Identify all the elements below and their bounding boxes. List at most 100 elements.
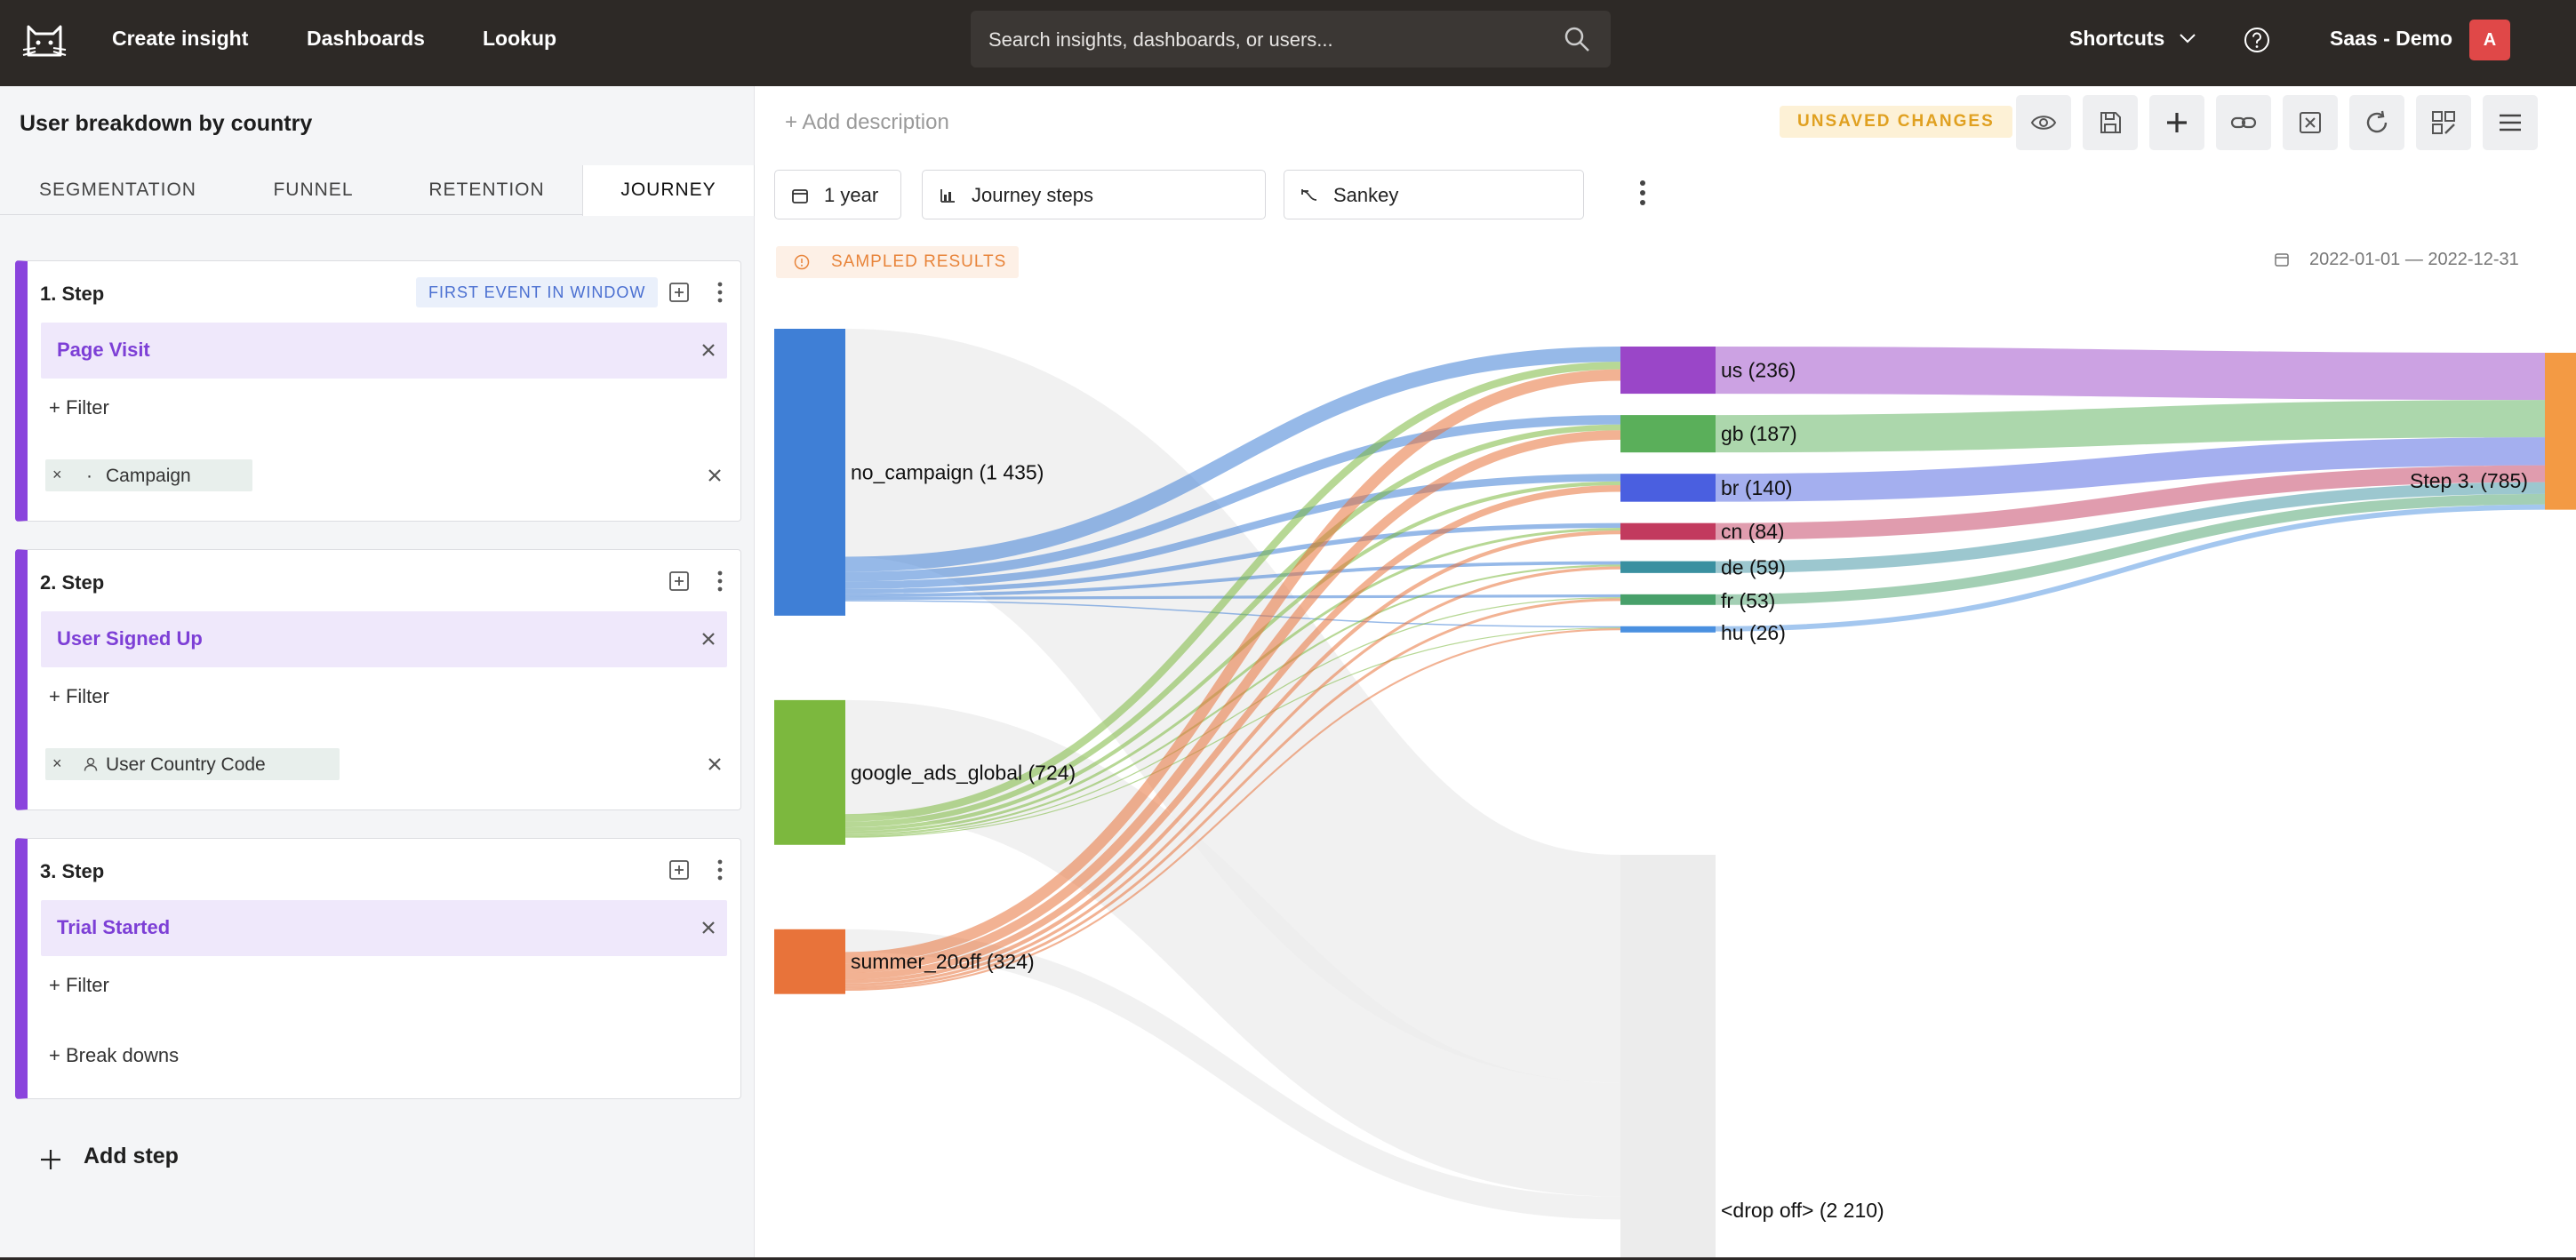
sankey-link-us-step3[interactable] bbox=[1715, 347, 2546, 401]
export-excel-button[interactable] bbox=[2283, 95, 2338, 150]
chart-type-select[interactable]: Sankey bbox=[1284, 170, 1584, 219]
cat-logo-icon[interactable] bbox=[20, 14, 69, 64]
breakdown-chip[interactable]: × · Campaign bbox=[45, 459, 252, 491]
preview-button[interactable] bbox=[2016, 95, 2071, 150]
tab-journey[interactable]: JOURNEY bbox=[582, 165, 755, 216]
sankey-link-no_campaign-br[interactable] bbox=[844, 474, 1621, 589]
close-icon[interactable] bbox=[705, 754, 724, 774]
event-selector[interactable]: Page Visit bbox=[41, 323, 727, 379]
sankey-node-de[interactable] bbox=[1620, 561, 1716, 573]
sankey-link-de-step3[interactable] bbox=[1715, 482, 2546, 573]
add-step-button[interactable]: Add step bbox=[84, 1144, 179, 1168]
sankey-node-br[interactable] bbox=[1620, 474, 1716, 502]
refresh-icon bbox=[2366, 110, 2388, 133]
refresh-button[interactable] bbox=[2349, 95, 2404, 150]
sankey-node-cn[interactable] bbox=[1620, 522, 1716, 540]
sankey-icon bbox=[1301, 189, 1317, 201]
nav-lookup[interactable]: Lookup bbox=[483, 27, 557, 50]
sankey-link-hu-step3[interactable] bbox=[1715, 504, 2546, 632]
sankey-node-us[interactable] bbox=[1620, 347, 1716, 395]
add-square-icon[interactable] bbox=[668, 570, 690, 592]
search-box[interactable]: Search insights, dashboards, or users... bbox=[971, 11, 1611, 68]
save-button[interactable] bbox=[2083, 95, 2138, 150]
first-event-badge[interactable]: FIRST EVENT IN WINDOW bbox=[416, 277, 659, 307]
insight-title[interactable]: User breakdown by country bbox=[20, 111, 313, 136]
tab-retention[interactable]: RETENTION bbox=[428, 179, 545, 200]
sankey-node-fr[interactable] bbox=[1620, 594, 1716, 605]
add-filter-link[interactable]: + Filter bbox=[49, 396, 109, 419]
edit-layout-button[interactable] bbox=[2416, 95, 2471, 150]
calendar-icon bbox=[2275, 253, 2289, 267]
sankey-node-no_campaign[interactable] bbox=[774, 329, 845, 616]
more-vertical-icon[interactable] bbox=[716, 858, 724, 881]
sankey-link-cn-step3[interactable] bbox=[1715, 465, 2546, 540]
chevron-down-icon[interactable] bbox=[2178, 28, 2197, 48]
event-selector[interactable]: Trial Started bbox=[41, 900, 727, 956]
time-period-label: 1 year bbox=[824, 184, 879, 206]
organization-name[interactable]: Saas - Demo bbox=[2330, 27, 2453, 50]
sankey-node-gb[interactable] bbox=[1620, 415, 1716, 453]
sankey-label-fr: fr (53) bbox=[1721, 589, 1775, 612]
breakdown-chip[interactable]: × User Country Code bbox=[45, 748, 340, 780]
sankey-link-no_campaign-de[interactable] bbox=[844, 561, 1621, 598]
sankey-link-google_ads_global-gb[interactable] bbox=[844, 424, 1621, 828]
close-icon[interactable] bbox=[699, 918, 718, 937]
sankey-link-br-step3[interactable] bbox=[1715, 437, 2546, 502]
copy-link-button[interactable] bbox=[2216, 95, 2271, 150]
sankey-link-fr-step3[interactable] bbox=[1715, 493, 2546, 605]
tab-segmentation[interactable]: SEGMENTATION bbox=[39, 179, 196, 200]
sankey-node-dropoff[interactable] bbox=[1620, 855, 1716, 1257]
sankey-link-summer_20off-de[interactable] bbox=[844, 566, 1621, 986]
close-icon[interactable] bbox=[699, 340, 718, 360]
sankey-link-no_campaign-us[interactable] bbox=[844, 347, 1621, 572]
add-description-link[interactable]: + Add description bbox=[785, 110, 949, 134]
nav-dashboards[interactable]: Dashboards bbox=[307, 27, 425, 50]
sankey-link-summer_20off-hu[interactable] bbox=[844, 628, 1621, 992]
nav-create-insight[interactable]: Create insight bbox=[112, 27, 249, 50]
chip-remove-icon[interactable]: × bbox=[52, 466, 62, 483]
shortcuts-menu[interactable]: Shortcuts bbox=[2069, 27, 2165, 50]
close-icon[interactable] bbox=[705, 466, 724, 485]
add-breakdowns-link[interactable]: + Break downs bbox=[49, 1044, 180, 1066]
sankey-node-hu[interactable] bbox=[1620, 626, 1716, 633]
add-filter-link[interactable]: + Filter bbox=[49, 685, 109, 707]
search-icon[interactable] bbox=[1563, 25, 1591, 53]
sankey-link-summer_20off-br[interactable] bbox=[844, 485, 1621, 980]
tab-funnel[interactable]: FUNNEL bbox=[273, 179, 354, 200]
sankey-link-summer_20off-gb[interactable] bbox=[844, 430, 1621, 973]
event-selector[interactable]: User Signed Up bbox=[41, 611, 727, 667]
sankey-link-no_campaign-hu[interactable] bbox=[844, 600, 1621, 628]
sankey-link-summer_20off-fr[interactable] bbox=[844, 598, 1621, 989]
add-square-icon[interactable] bbox=[668, 282, 690, 303]
sankey-node-google_ads_global[interactable] bbox=[774, 699, 845, 845]
sankey-label-de: de (59) bbox=[1721, 556, 1786, 579]
sankey-link-summer_20off-us[interactable] bbox=[844, 369, 1621, 964]
menu-button[interactable] bbox=[2483, 95, 2538, 150]
sankey-node-step3[interactable] bbox=[2545, 353, 2576, 510]
time-period-select[interactable]: 1 year bbox=[774, 170, 901, 219]
calendar-icon bbox=[792, 189, 808, 203]
sankey-link-no_campaign-gb[interactable] bbox=[844, 415, 1621, 582]
sankey-link-google_ads_global-us[interactable] bbox=[844, 362, 1621, 822]
sankey-label-dropoff: <drop off> (2 210) bbox=[1721, 1199, 1884, 1222]
avatar[interactable]: A bbox=[2469, 20, 2510, 60]
chip-remove-icon[interactable]: × bbox=[52, 754, 62, 772]
sankey-link-google_ads_global-cn[interactable] bbox=[844, 528, 1621, 834]
sankey-link-google_ads_global-fr[interactable] bbox=[844, 597, 1621, 837]
sankey-link-summer_20off-cn[interactable] bbox=[844, 530, 1621, 984]
add-filter-link[interactable]: + Filter bbox=[49, 974, 109, 996]
help-icon[interactable] bbox=[2243, 26, 2271, 54]
sankey-node-summer_20off[interactable] bbox=[774, 929, 845, 994]
more-vertical-icon[interactable] bbox=[716, 570, 724, 593]
sankey-link-no_campaign-cn[interactable] bbox=[844, 522, 1621, 594]
add-square-icon[interactable] bbox=[668, 859, 690, 881]
view-type-select[interactable]: Journey steps bbox=[922, 170, 1266, 219]
sankey-link-gb-step3[interactable] bbox=[1715, 400, 2546, 453]
add-to-dashboard-button[interactable] bbox=[2149, 95, 2204, 150]
close-icon[interactable] bbox=[699, 629, 718, 649]
more-vertical-icon[interactable] bbox=[716, 281, 724, 304]
sankey-link-google_ads_global-dropoff[interactable] bbox=[844, 699, 1621, 1197]
more-vertical-icon[interactable] bbox=[1620, 170, 1666, 216]
plus-icon[interactable] bbox=[39, 1148, 62, 1171]
main-area: User breakdown by country SEGMENTATION F… bbox=[0, 86, 2576, 1257]
